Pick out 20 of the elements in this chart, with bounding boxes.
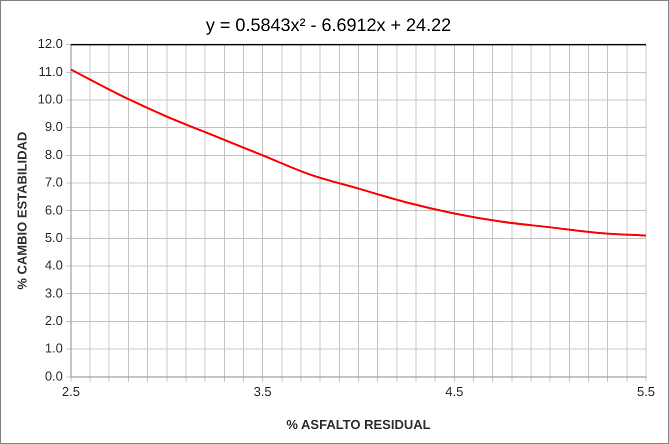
y-tick-label: 2.0 bbox=[44, 313, 63, 328]
x-axis-title: % ASFALTO RESIDUAL bbox=[286, 416, 431, 432]
y-tick-label: 5.0 bbox=[44, 230, 63, 245]
y-tick-label: 8.0 bbox=[44, 146, 63, 162]
y-tick-label: 9.0 bbox=[44, 119, 63, 134]
y-tick-label: 6.0 bbox=[44, 202, 63, 218]
y-tick-label: 7.0 bbox=[44, 174, 63, 190]
chart-title: y = 0.5843x² - 6.6912x + 24.22 bbox=[206, 14, 452, 35]
x-tick-label: 4.5 bbox=[445, 384, 464, 400]
x-tick-label: 2.5 bbox=[62, 384, 80, 400]
x-tick-label: 3.5 bbox=[254, 384, 272, 400]
y-axis-title: % CAMBIO ESTABILIDAD bbox=[14, 132, 30, 290]
y-tick-label: 12.0 bbox=[38, 36, 63, 52]
y-tick-label: 0.0 bbox=[44, 368, 63, 384]
y-tick-label: 3.0 bbox=[44, 285, 63, 300]
y-tick-label: 4.0 bbox=[44, 258, 63, 273]
y-tick-label: 1.0 bbox=[44, 340, 63, 356]
y-tick-label: 11.0 bbox=[38, 64, 63, 79]
y-tick-label: 10.0 bbox=[38, 92, 63, 107]
x-tick-label: 5.5 bbox=[636, 384, 656, 400]
